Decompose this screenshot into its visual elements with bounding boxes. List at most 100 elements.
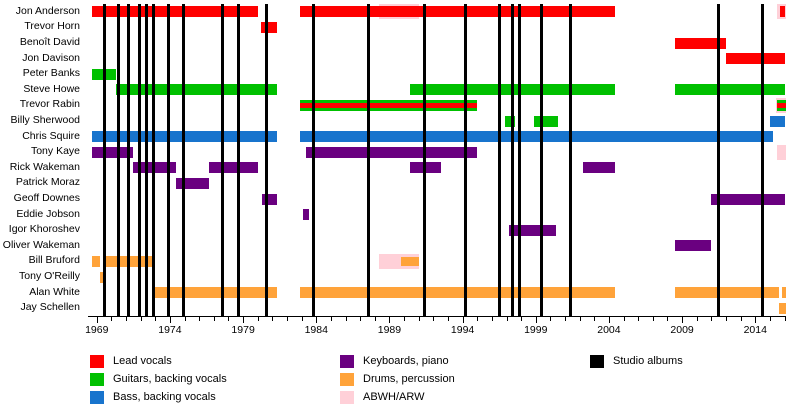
year-tick-minor [506, 316, 508, 321]
member-label-tony-kaye: Tony Kaye [30, 145, 80, 158]
year-tick-label: 1999 [524, 324, 548, 336]
year-tick-minor [433, 316, 435, 321]
membership-bar [300, 6, 615, 18]
year-tick-minor [769, 316, 771, 321]
membership-bar [306, 146, 478, 158]
year-tick-major [682, 316, 684, 323]
member-label-billy-sherwood: Billy Sherwood [10, 114, 80, 126]
membership-bar [300, 102, 478, 108]
legend-label: ABWH/ARW [363, 391, 425, 403]
year-tick-major [389, 316, 391, 323]
legend-item: Keyboards, piano [340, 352, 455, 370]
legend-label: Keyboards, piano [363, 355, 449, 367]
member-label-igor-khoroshev: Igor Khoroshev [8, 223, 80, 236]
studio-album-line [761, 4, 765, 316]
studio-album-line [152, 4, 156, 316]
member-label-trevor-horn: Trevor Horn [24, 20, 80, 33]
year-tick-minor [228, 316, 230, 321]
member-label-oliver-wakeman: Oliver Wakeman [2, 238, 80, 251]
year-tick-minor [726, 316, 727, 321]
year-tick-minor [272, 316, 274, 321]
year-tick-major [535, 316, 537, 323]
year-tick-minor [784, 316, 786, 321]
membership-bar [300, 287, 615, 299]
axis-baseline [88, 316, 786, 317]
membership-bar [780, 6, 785, 18]
membership-bar [777, 102, 786, 108]
plot-background [88, 4, 786, 316]
legend-item: ABWH/ARW [340, 388, 455, 404]
year-tick-minor [126, 316, 128, 321]
year-tick-minor [213, 316, 215, 321]
legend-swatch-icon [340, 354, 354, 368]
studio-album-line [569, 4, 573, 316]
year-tick-minor [418, 316, 420, 321]
year-tick-minor [360, 316, 362, 321]
year-tick-minor [140, 316, 142, 321]
legend-column-roles-1: Lead vocals Guitars, backing vocals Bass, … [90, 352, 227, 404]
year-tick-minor [594, 316, 596, 321]
year-tick-label: 1979 [231, 324, 255, 336]
year-tick-minor [404, 316, 406, 321]
membership-bar [582, 162, 615, 174]
year-tick-minor [491, 316, 493, 321]
legend-column-albums: Studio albums [590, 352, 683, 370]
studio-album-line [265, 4, 269, 316]
studio-album-line [464, 4, 468, 316]
year-tick-minor [740, 316, 742, 321]
membership-bar [300, 131, 773, 143]
year-tick-minor [155, 316, 157, 321]
legend-swatch-icon [340, 390, 354, 404]
member-label-peter-banks: Peter Banks [22, 67, 80, 80]
year-tick-label: 1989 [377, 324, 402, 336]
year-tick-minor [287, 316, 288, 321]
member-label-bill-bruford: Bill Bruford [28, 254, 80, 267]
studio-album-line [510, 4, 514, 316]
year-tick-minor [199, 316, 201, 321]
studio-album-line [166, 4, 170, 316]
studio-album-line [518, 4, 522, 316]
year-tick-minor [711, 316, 713, 321]
year-tick-major [316, 316, 318, 323]
membership-bar [260, 21, 277, 33]
year-tick-label: 1969 [85, 324, 109, 336]
legend-label: Drums, percussion [363, 373, 455, 385]
legend-swatch-icon [90, 372, 104, 386]
year-tick-minor [345, 316, 347, 321]
studio-album-line [181, 4, 185, 316]
legend-swatch-icon [340, 372, 354, 386]
membership-bar [209, 162, 258, 174]
year-tick-minor [447, 316, 449, 321]
studio-album-line [145, 4, 149, 316]
year-tick-label: 1984 [304, 324, 328, 336]
legend-item: Guitars, backing vocals [90, 370, 227, 388]
membership-bar [769, 115, 785, 127]
membership-bar [726, 53, 785, 65]
legend-label: Bass, backing vocals [113, 391, 216, 403]
legend-item: Lead vocals [90, 352, 227, 370]
legend-item: Studio albums [590, 352, 683, 370]
year-tick-minor [477, 316, 479, 321]
legend-label: Lead vocals [113, 355, 172, 367]
legend-swatch-icon [90, 354, 104, 368]
membership-bar [674, 37, 726, 49]
year-tick-minor [638, 316, 640, 321]
year-tick-minor [550, 316, 552, 321]
year-tick-minor [667, 316, 669, 321]
year-tick-label: 2009 [670, 324, 694, 336]
legend-swatch-icon [590, 354, 604, 368]
member-label-jon-davison: Jon Davison [22, 51, 80, 64]
year-tick-label: 1974 [158, 324, 182, 336]
member-label-jon-anderson: Jon Anderson [15, 4, 80, 17]
legend-item: Drums, percussion [340, 370, 455, 388]
year-tick-major [96, 316, 98, 323]
membership-bar [115, 84, 277, 96]
studio-album-line [102, 4, 106, 316]
year-tick-minor [111, 316, 113, 321]
year-tick-minor [652, 316, 654, 321]
membership-bar [401, 256, 419, 266]
legend-label: Studio albums [613, 355, 683, 367]
year-tick-minor [374, 316, 376, 321]
member-label-eddie-jobson: Eddie Jobson [16, 207, 80, 220]
member-label-steve-howe: Steve Howe [23, 82, 80, 95]
